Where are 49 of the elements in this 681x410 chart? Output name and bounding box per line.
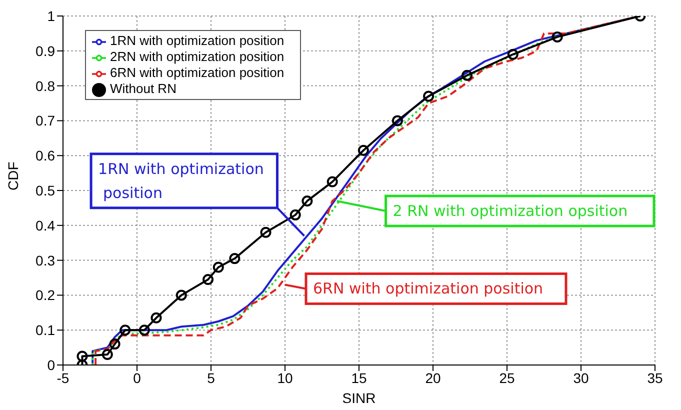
point [260,226,272,238]
x-tick-label: 10 [277,370,293,386]
legend-label: 6RN with optimization position [110,65,284,80]
point [423,90,434,102]
point [358,144,369,156]
annotation: 1RN with optimization position [98,160,264,202]
x-tick-label: 20 [425,370,441,386]
y-tick-label: 0.2 [36,287,56,304]
point [392,115,403,126]
point [326,176,338,188]
point [552,31,563,42]
point [229,253,240,264]
point [109,338,120,350]
legend-label: 1RN with optimization position [110,33,284,48]
legend-label: 2RN with optimization position [110,49,284,64]
point [120,324,131,336]
x-tick-label: 5 [207,370,216,386]
x-tick-label: 0 [133,370,142,386]
y-tick-label: 0.8 [36,78,56,94]
y-tick-label: 1 [47,8,56,24]
point [102,349,113,360]
y-tick-label: 0.1 [36,322,56,338]
x-axis-title: SINR [342,390,376,406]
point [176,290,187,301]
point [138,324,150,336]
y-axis-title: CDF [4,162,21,190]
x-tick-label: -5 [56,370,70,386]
y-tick-label: 0.9 [36,42,56,59]
annotation: 6RN with optimization position [313,280,544,298]
x-tick-label: 35 [647,370,663,386]
point [462,70,473,81]
y-tick-label: 0 [47,356,56,373]
legend-label: Without RN [110,81,176,96]
point [150,312,162,324]
y-tick-label: 0.6 [36,148,56,164]
point [290,209,301,220]
x-tick-label: 15 [351,370,367,386]
y-tick-label: 0.7 [36,112,56,129]
y-tick-label: 0.5 [36,182,56,198]
point [212,262,224,273]
point [507,48,518,60]
x-tick-label: 25 [499,370,515,386]
y-tick-label: 0.3 [36,252,56,268]
point [302,195,313,206]
point [76,350,88,362]
x-tick-label: 30 [573,370,589,386]
point [202,274,214,285]
annotation: 2 RN with optimization opsition [392,202,628,220]
y-tick-label: 0.4 [36,217,56,234]
